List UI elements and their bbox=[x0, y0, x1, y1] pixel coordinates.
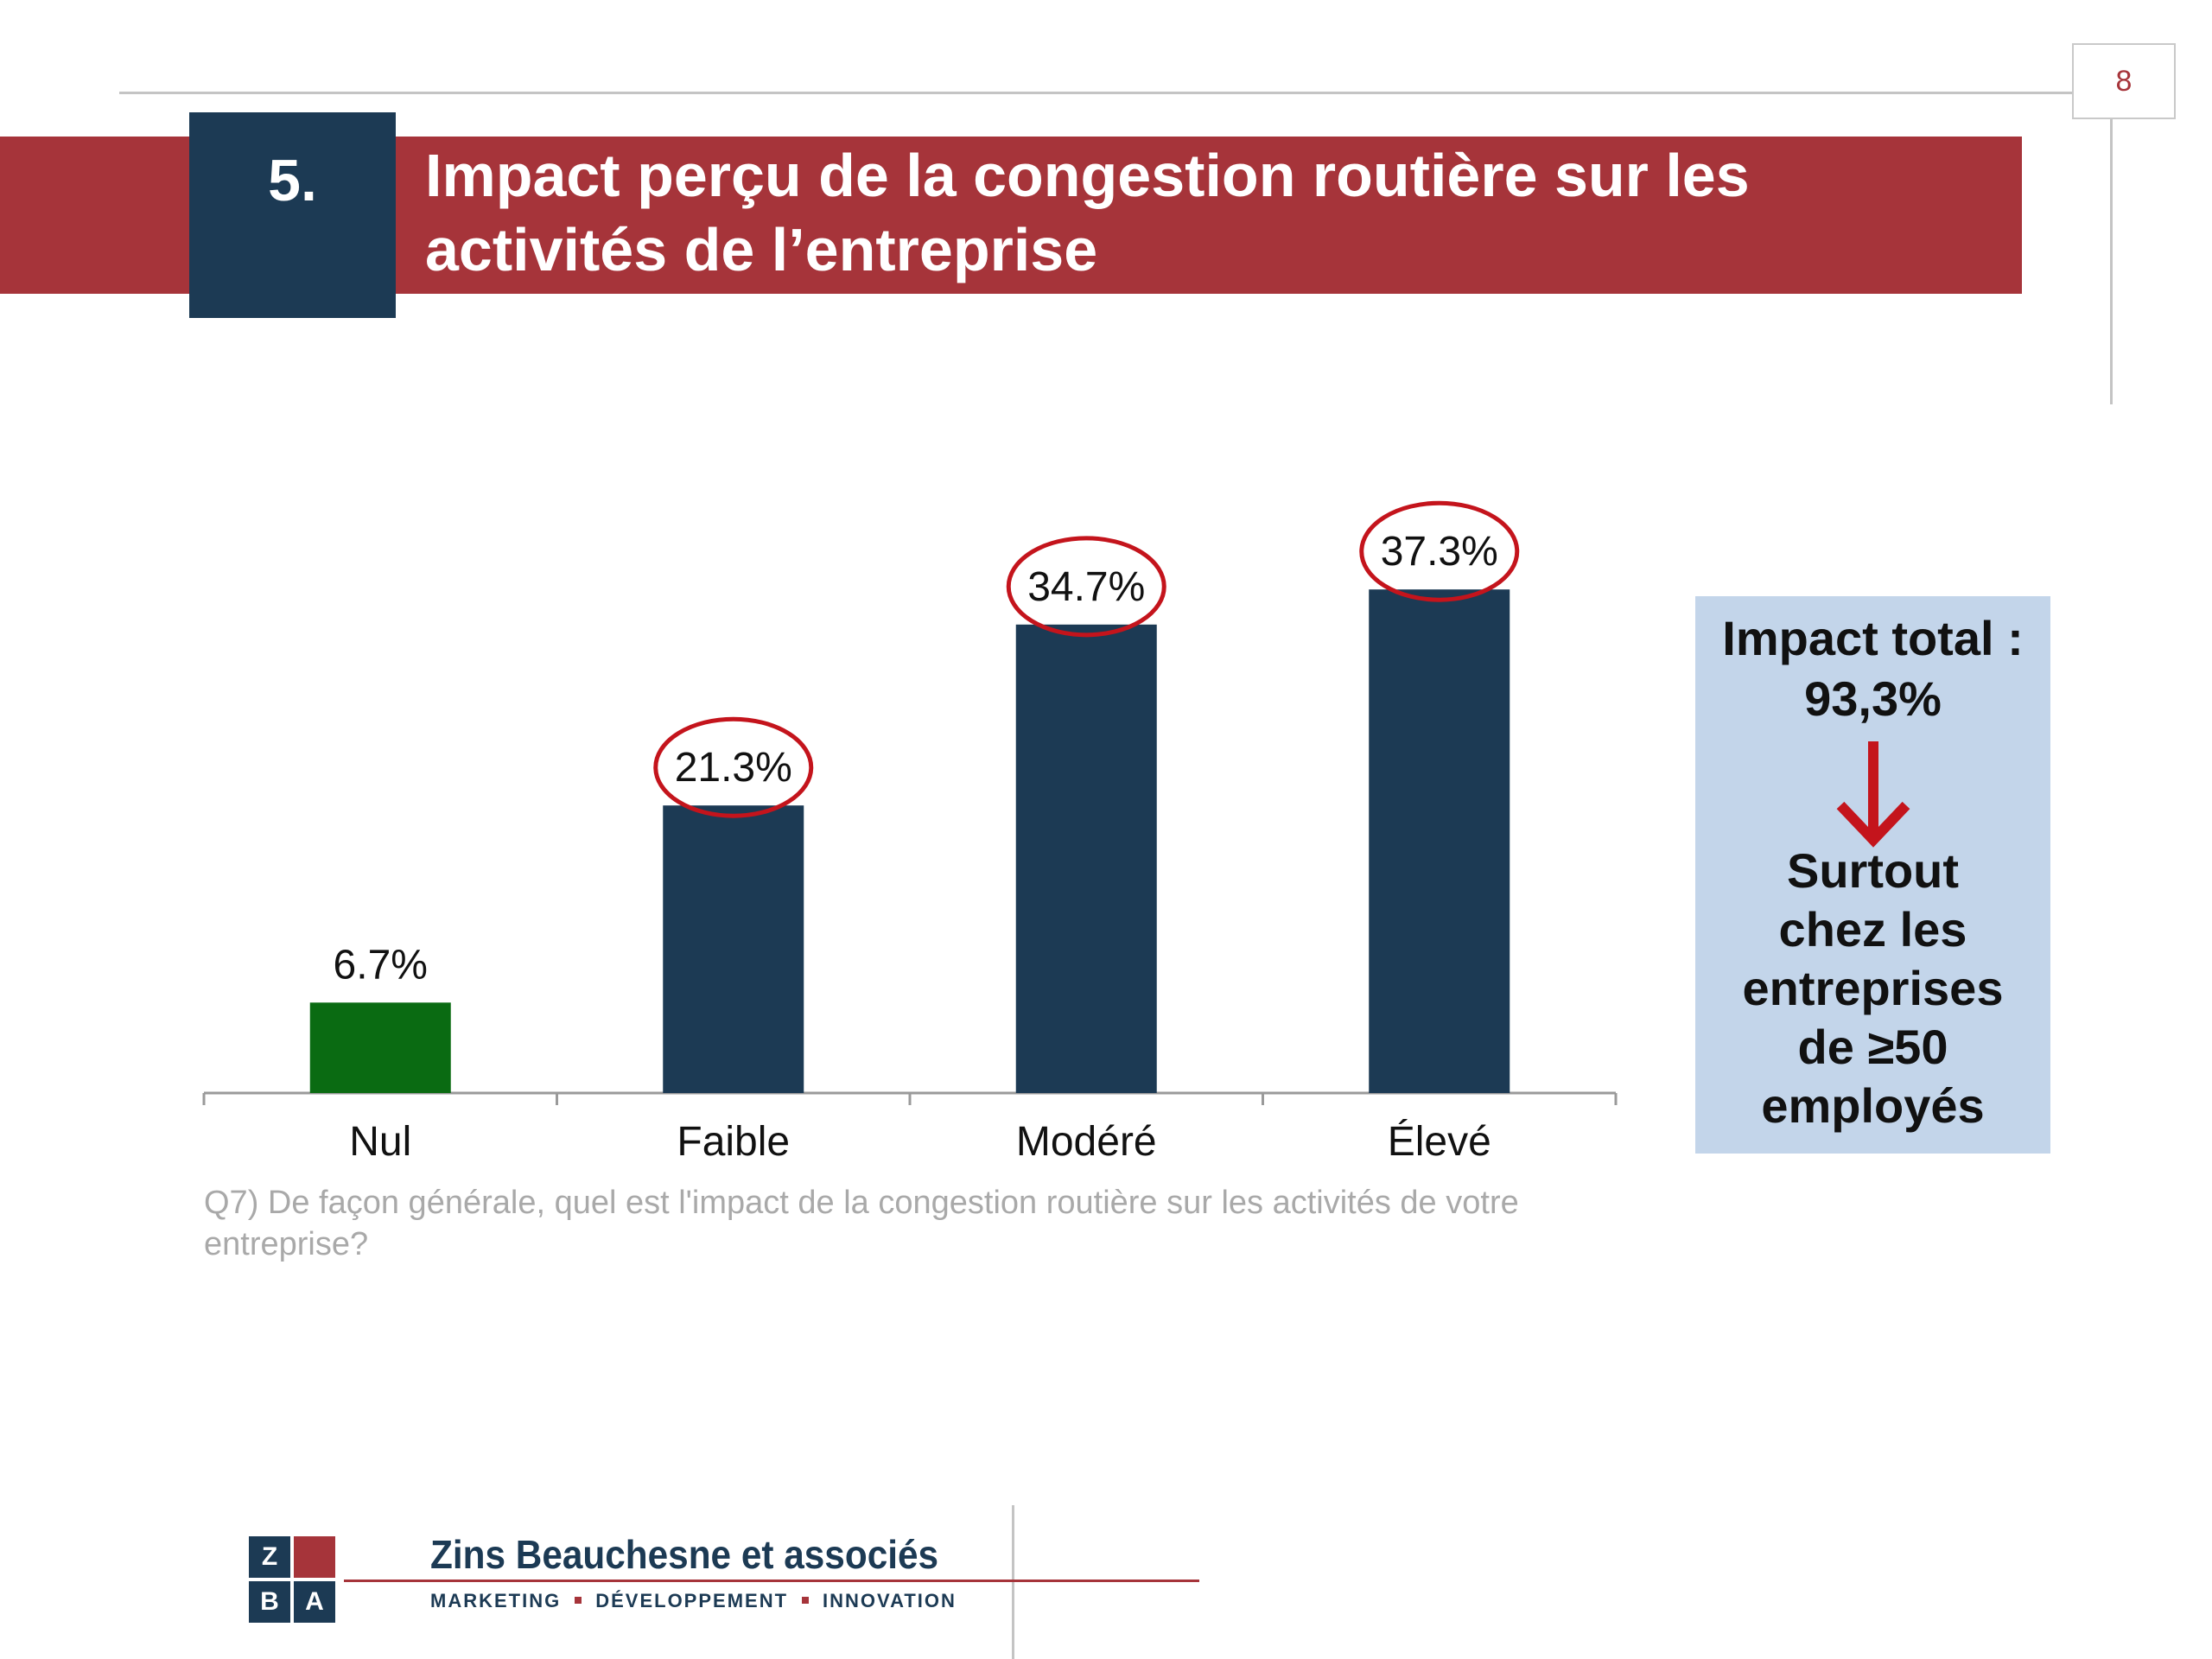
impact-callout-box: Impact total : 93,3% Surtout chez les en… bbox=[1695, 596, 2050, 1154]
top-rule bbox=[119, 92, 2074, 94]
section-number: 5. bbox=[189, 112, 396, 318]
category-label: Modéré bbox=[1016, 1119, 1157, 1165]
company-tagline: MARKETING DÉVELOPPEMENT INNOVATION bbox=[430, 1590, 957, 1612]
tagline-item: INNOVATION bbox=[823, 1590, 957, 1611]
category-label: Nul bbox=[349, 1119, 411, 1165]
data-label: 37.3% bbox=[1381, 529, 1498, 575]
callout-heading-line-2: 93,3% bbox=[1804, 671, 1942, 726]
down-arrow-icon bbox=[1836, 741, 1910, 848]
logo-red-square bbox=[294, 1536, 335, 1578]
callout-body: Surtout chez les entreprises de ≥50 empl… bbox=[1695, 842, 2050, 1135]
slide-title-line-2: activités de l’entreprise bbox=[425, 216, 1098, 283]
tagline-separator bbox=[802, 1597, 810, 1605]
page-divider-line bbox=[2110, 119, 2113, 404]
highlight-ring bbox=[1006, 536, 1166, 638]
logo-rule bbox=[344, 1580, 1199, 1582]
survey-question: Q7) De façon générale, quel est l'impact… bbox=[204, 1185, 1519, 1262]
tagline-item: DÉVELOPPEMENT bbox=[595, 1590, 789, 1611]
bar bbox=[663, 805, 804, 1093]
logo-letter: B bbox=[249, 1581, 290, 1623]
bar bbox=[309, 1002, 451, 1093]
highlight-ring bbox=[653, 716, 814, 818]
bar bbox=[1015, 624, 1157, 1093]
callout-body-line: chez les bbox=[1778, 902, 1967, 957]
tagline-item: MARKETING bbox=[430, 1590, 562, 1611]
callout-heading-line-1: Impact total : bbox=[1722, 611, 2024, 665]
page-number: 8 bbox=[2072, 43, 2176, 119]
footer-divider-line bbox=[1012, 1505, 1014, 1659]
callout-body-line: Surtout bbox=[1786, 843, 1960, 898]
category-label: Faible bbox=[677, 1119, 790, 1165]
logo-letter: A bbox=[294, 1581, 335, 1623]
callout-heading: Impact total : 93,3% bbox=[1695, 608, 2050, 729]
data-label: 21.3% bbox=[675, 745, 792, 791]
callout-body-line: entreprises bbox=[1742, 961, 2004, 1015]
tagline-separator bbox=[575, 1597, 582, 1605]
slide-title-line-1: Impact perçu de la congestion routière s… bbox=[425, 142, 1750, 209]
data-label: 34.7% bbox=[1027, 564, 1145, 610]
logo-letter: Z bbox=[249, 1536, 290, 1578]
callout-body-line: employés bbox=[1761, 1078, 1985, 1133]
bar bbox=[1369, 589, 1510, 1093]
highlight-ring bbox=[1359, 500, 1520, 602]
logo-grid-icon: Z B A bbox=[249, 1536, 335, 1623]
data-label: 6.7% bbox=[334, 942, 428, 988]
callout-body-line: de ≥50 bbox=[1797, 1020, 1948, 1074]
category-label: Élevé bbox=[1388, 1119, 1491, 1165]
company-name: Zins Beauchesne et associés bbox=[430, 1532, 939, 1577]
slide-title: Impact perçu de la congestion routière s… bbox=[425, 138, 1998, 287]
